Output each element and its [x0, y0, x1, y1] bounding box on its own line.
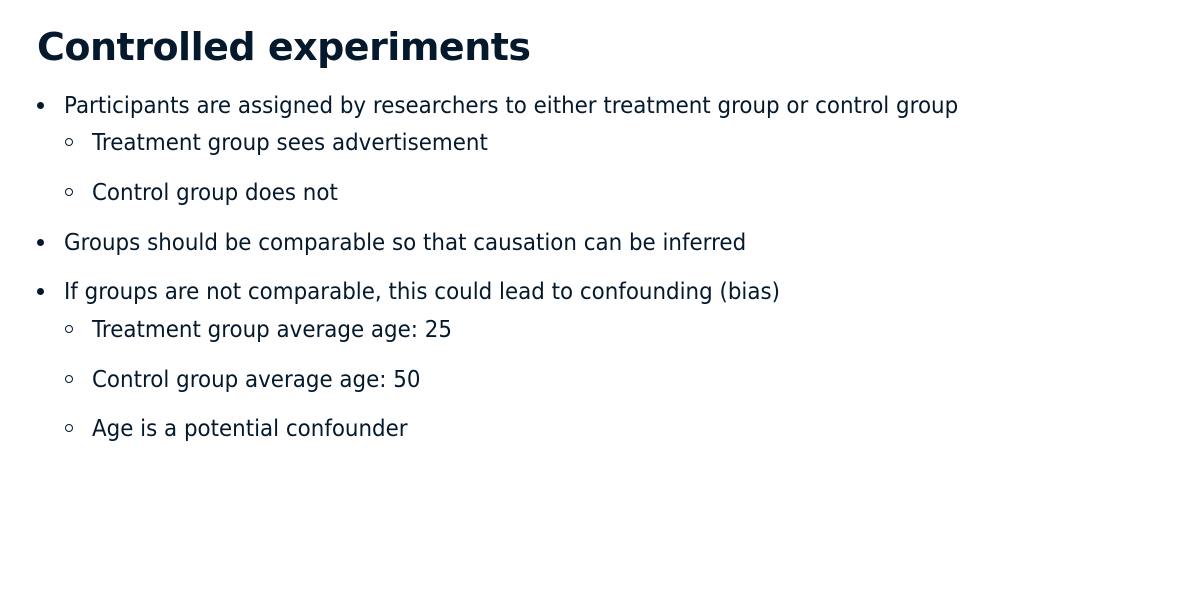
- sub-bullet-circle-icon: [65, 188, 73, 196]
- sub-bullet-text: Control group does not: [92, 180, 338, 206]
- sub-bullet-item: Treatment group average age: 25: [92, 315, 479, 345]
- bullet-text: If groups are not comparable, this could…: [64, 279, 780, 305]
- sub-bullet-item: Control group does not: [92, 178, 356, 208]
- sub-bullet-item: Control group average age: 50: [92, 365, 445, 395]
- bullet-item: If groups are not comparable, this could…: [64, 277, 834, 307]
- bullet-item: Participants are assigned by researchers…: [64, 91, 1025, 121]
- sub-bullet-circle-icon: [65, 138, 73, 146]
- sub-bullet-item: Age is a potential confounder: [92, 414, 431, 444]
- sub-bullet-circle-icon: [65, 424, 73, 432]
- sub-bullet-text: Treatment group average age: 25: [92, 317, 452, 343]
- bullet-dot-icon: [37, 239, 44, 246]
- sub-bullet-text: Treatment group sees advertisement: [92, 130, 488, 156]
- slide-title: Controlled experiments: [37, 25, 531, 69]
- bullet-text: Participants are assigned by researchers…: [64, 93, 959, 119]
- sub-bullet-text: Control group average age: 50: [92, 367, 421, 393]
- sub-bullet-text: Age is a potential confounder: [92, 416, 408, 442]
- bullet-dot-icon: [37, 102, 44, 109]
- bullet-text: Groups should be comparable so that caus…: [64, 230, 747, 256]
- bullet-item: Groups should be comparable so that caus…: [64, 228, 798, 258]
- sub-bullet-circle-icon: [65, 375, 73, 383]
- sub-bullet-item: Treatment group sees advertisement: [92, 128, 518, 158]
- sub-bullet-circle-icon: [65, 325, 73, 333]
- bullet-dot-icon: [37, 288, 44, 295]
